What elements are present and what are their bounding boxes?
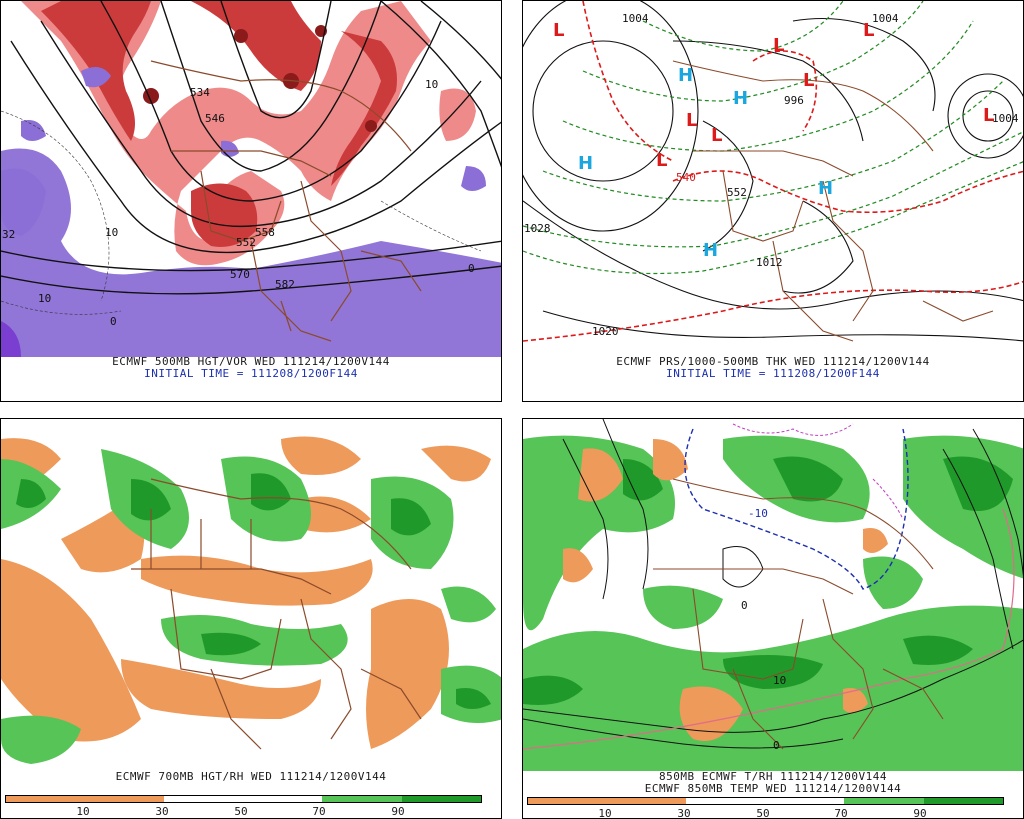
low-symbol: L xyxy=(656,150,667,171)
panel-700mb-hgt-rh: ECMWF 700MB HGT/RH WED 111214/1200V144 1… xyxy=(0,418,502,819)
colorbar-tick: 10 xyxy=(598,807,612,819)
colorbar-tick: 10 xyxy=(76,805,90,818)
low-symbol: L xyxy=(686,110,697,131)
temp-label: 0 xyxy=(773,739,780,752)
low-symbol: L xyxy=(803,70,814,91)
temp-label: 0 xyxy=(741,599,748,612)
panel2-init-time: INITIAL TIME = 111208/1200F144 xyxy=(666,367,880,380)
low-symbol: L xyxy=(983,105,994,126)
panel3-title: ECMWF 700MB HGT/RH WED 111214/1200V144 xyxy=(115,770,387,783)
temp-label: 10 xyxy=(773,674,786,687)
high-symbol: H xyxy=(678,65,693,86)
panel-500mb-hgt-vor: ECMWF 500MB HGT/VOR WED 111214/1200V144 … xyxy=(0,0,502,402)
panel4-colorbar xyxy=(527,797,1004,805)
low-symbol: L xyxy=(773,35,784,56)
panel1-init-time: INITIAL TIME = 111208/1200F144 xyxy=(144,367,358,380)
colorbar-tick: 30 xyxy=(155,805,169,818)
high-symbol: H xyxy=(578,153,593,174)
colorbar-tick: 90 xyxy=(391,805,405,818)
low-symbol: L xyxy=(863,20,874,41)
high-symbol: H xyxy=(818,178,833,199)
high-symbol: H xyxy=(703,240,718,261)
panel1-title: ECMWF 500MB HGT/VOR WED 111214/1200V144 xyxy=(112,355,390,368)
panel2-title: ECMWF PRS/1000-500MB THK WED 111214/1200… xyxy=(616,355,930,368)
map-prs-thk: H H H H H L L L L L L L L xyxy=(523,1,1023,357)
panel-850mb-t-rh: -10 10 0 0 850MB ECMWF T/RH 111214/1200V… xyxy=(522,418,1024,819)
panel-prs-thk: H H H H H L L L L L L L L ECMWF PRS/1000… xyxy=(522,0,1024,402)
panel4-title-2: ECMWF 850MB TEMP WED 111214/1200V144 xyxy=(644,782,902,795)
map-500mb xyxy=(1,1,501,357)
colorbar-tick: 50 xyxy=(234,805,248,818)
colorbar-tick: 90 xyxy=(913,807,927,819)
map-700mb xyxy=(1,419,501,771)
panel3-colorbar xyxy=(5,795,482,803)
temp-label: -10 xyxy=(748,507,768,520)
map-850mb: -10 10 0 0 xyxy=(523,419,1023,771)
low-symbol: L xyxy=(711,125,722,146)
colorbar-tick: 30 xyxy=(677,807,691,819)
panel4-title: 850MB ECMWF T/RH 111214/1200V144 xyxy=(659,770,887,783)
low-symbol: L xyxy=(553,20,564,41)
high-symbol: H xyxy=(733,88,748,109)
colorbar-tick: 70 xyxy=(312,805,326,818)
colorbar-tick: 50 xyxy=(756,807,770,819)
colorbar-tick: 70 xyxy=(834,807,848,819)
